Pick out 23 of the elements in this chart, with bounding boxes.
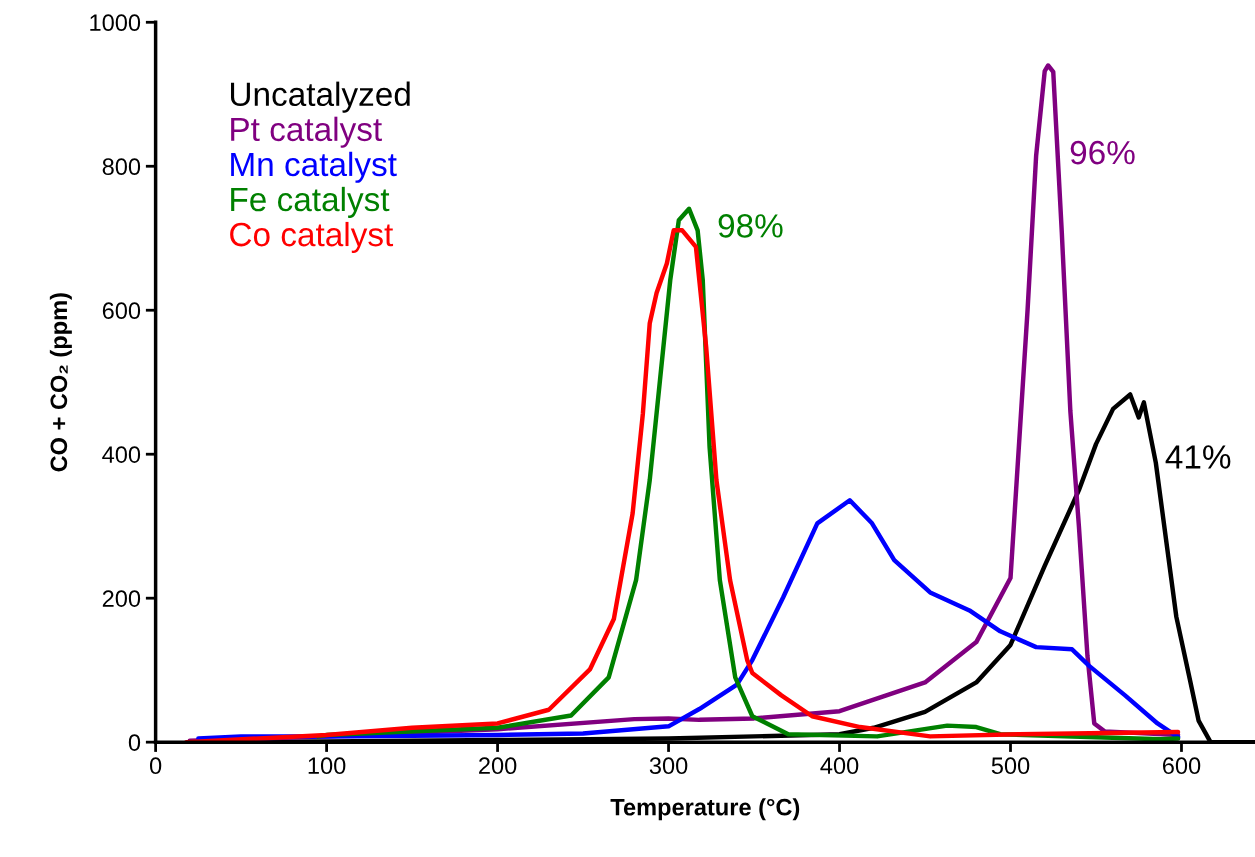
y-axis-title: CO + CO₂ (ppm) bbox=[49, 293, 72, 472]
x-tick-label: 400 bbox=[820, 757, 859, 775]
x-tick-label: 600 bbox=[1162, 757, 1201, 775]
text: Pt catalyst bbox=[231, 116, 382, 148]
text: Mn catalyst bbox=[231, 151, 397, 183]
annotation: 98% bbox=[718, 214, 783, 238]
x-tick-label: 0 bbox=[149, 757, 162, 775]
x-tick-label: 200 bbox=[479, 757, 517, 775]
x-axis-title: Temperature (°C) bbox=[610, 798, 800, 821]
y-tick-label: 200 bbox=[102, 590, 141, 607]
annotation: 41% bbox=[1165, 445, 1231, 469]
y-tick-label: 0 bbox=[128, 734, 141, 751]
text: Uncatalyzed bbox=[231, 81, 410, 113]
text: Fe catalyst bbox=[231, 186, 390, 218]
x-tick-label: 100 bbox=[308, 757, 346, 775]
y-tick-label: 600 bbox=[102, 302, 141, 320]
text: Co catalyst bbox=[230, 221, 394, 253]
y-tick-label: 400 bbox=[102, 446, 141, 463]
x-tick-label: 500 bbox=[991, 757, 1030, 775]
y-tick-label: 800 bbox=[102, 158, 141, 176]
y-tick-label: 1000 bbox=[90, 14, 141, 32]
x-tick-label: 300 bbox=[649, 757, 688, 775]
annotation: 96% bbox=[1070, 140, 1135, 165]
